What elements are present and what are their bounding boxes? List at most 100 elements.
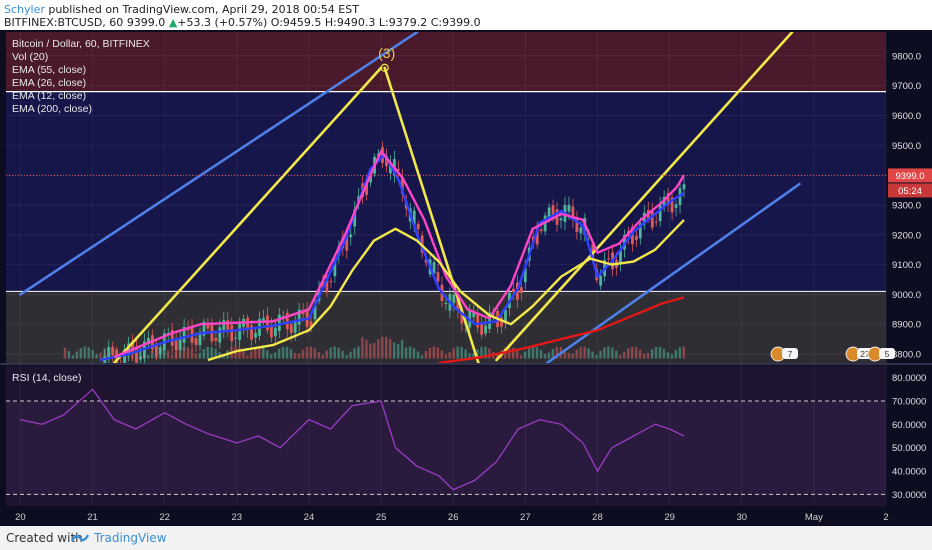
ema-line [207, 219, 685, 362]
created-with-text: Created with [6, 531, 83, 545]
candle-body [456, 297, 460, 310]
ohlc-open: O:9459.5 [270, 16, 322, 29]
event-badge-count: 5 [885, 349, 890, 359]
tradingview-link[interactable]: TradingView [94, 531, 167, 545]
candle-body [353, 209, 357, 227]
author-link[interactable]: Schyler [4, 3, 45, 16]
candle-body [385, 155, 388, 167]
volume-bar [543, 354, 547, 359]
volume-bar [428, 347, 432, 359]
date-tick-label: 27 [520, 512, 531, 523]
resistance-zone [6, 32, 886, 92]
volume-bar [607, 346, 610, 359]
price-tick-label: 8900.0 [892, 320, 921, 331]
price-tick-label: 9300.0 [892, 200, 921, 211]
rsi-tick-label: 40.0000 [892, 467, 926, 478]
time-tag-label: 05:24 [898, 186, 922, 197]
chart-svg[interactable]: 9800.09700.09600.09500.09400.09300.09200… [0, 30, 932, 526]
volume-bar [650, 349, 654, 359]
candle-body [389, 163, 392, 174]
candle-body [396, 168, 400, 171]
candle-body [206, 322, 210, 329]
volume-bar [377, 339, 380, 359]
candle-body [488, 312, 491, 330]
volume-bar [79, 348, 82, 359]
volume-bar [285, 346, 289, 359]
volume-bar [293, 353, 297, 359]
volume-bar [571, 353, 574, 359]
volume-bar [99, 352, 102, 359]
event-badge-count: 27 [860, 349, 870, 359]
volume-bar [627, 348, 630, 359]
volume-bar [444, 354, 447, 359]
candle-body [452, 294, 456, 304]
candle-body [365, 181, 369, 195]
candle-body [230, 325, 234, 342]
candle-body [412, 210, 416, 225]
volume-bar [682, 346, 685, 359]
volume-bar [392, 342, 396, 359]
candle-body [246, 317, 249, 331]
candle-body [198, 331, 202, 346]
volume-bar [460, 346, 463, 359]
volume-bar [404, 347, 408, 359]
candle-body [345, 235, 349, 251]
volume-bar [476, 349, 479, 359]
volume-bar [95, 353, 98, 359]
volume-bar [273, 352, 277, 359]
volume-bar [150, 350, 154, 359]
volume-bar [523, 351, 527, 359]
candle-body [226, 320, 230, 330]
volume-bar [416, 351, 420, 359]
volume-bar [75, 351, 79, 359]
volume-bar [456, 346, 459, 359]
volume-bar [603, 347, 606, 359]
price-tick-label: 9500.0 [892, 141, 921, 152]
candle-body [567, 204, 571, 212]
volume-bar [583, 346, 586, 359]
volume-bar [325, 350, 328, 359]
candle-body [674, 204, 678, 209]
candle-body [369, 175, 372, 183]
candle-body [619, 250, 622, 264]
volume-bar [254, 347, 257, 359]
volume-bar [424, 350, 428, 359]
chart-area[interactable]: 9800.09700.09600.09500.09400.09300.09200… [0, 30, 932, 526]
volume-bar [678, 347, 682, 359]
volume-bar [567, 352, 570, 359]
candle-body [321, 280, 325, 289]
volume-bar [595, 355, 598, 359]
volume-bar [547, 352, 551, 359]
candle-body [416, 223, 420, 230]
volume-bar [305, 347, 309, 359]
candle-body [682, 184, 686, 190]
candle-body [285, 312, 289, 330]
tradingview-logo-icon[interactable] [70, 532, 90, 547]
date-tick-label: 29 [664, 512, 675, 523]
candle-body [222, 320, 226, 332]
candle-body [436, 272, 440, 282]
volume-bar [515, 350, 519, 359]
date-tick-label: 28 [592, 512, 603, 523]
volume-bar [420, 355, 424, 359]
volume-bar [365, 339, 368, 359]
ohlc-high: H:9490.3 [324, 16, 376, 29]
volume-bar [670, 354, 674, 359]
candle-body [325, 275, 329, 293]
volume-bar [468, 353, 471, 359]
candle-body [432, 261, 436, 274]
event-badge [782, 348, 798, 360]
rsi-plot [20, 388, 685, 491]
volume-bar [63, 347, 67, 359]
candle-body [194, 338, 198, 345]
candle-body [559, 218, 563, 221]
volume-bar [186, 347, 190, 359]
price-tick-label: 9600.0 [892, 111, 921, 122]
date-tick-label: 30 [736, 512, 747, 523]
rsi-tick-label: 60.0000 [892, 420, 926, 431]
legend-title: Bitcoin / Dollar, 60, BITFINEX [12, 38, 150, 50]
volume-bar [389, 338, 392, 359]
volume-bar [448, 352, 451, 359]
candle-body [293, 320, 297, 333]
volume-bar [194, 353, 198, 359]
